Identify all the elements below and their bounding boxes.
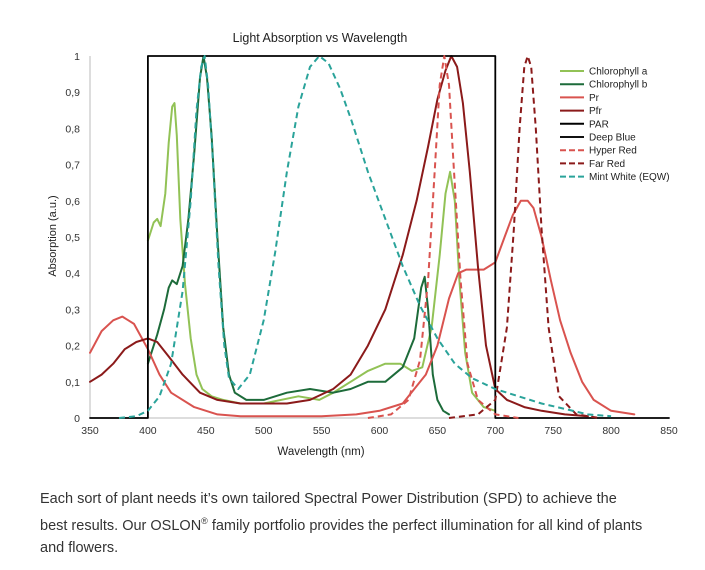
registered-mark: ® [201,516,208,526]
tick-labels: 350 400 450 500 550 600 650 700 750 800 850 0 0,1 0,2… [65,51,678,437]
series-line-hyper-red [367,55,519,419]
x-tick-label: 650 [429,425,447,437]
series-line-chlorophyll-a [146,102,497,412]
y-tick-label: 0,4 [65,268,80,280]
y-tick-label: 0,6 [65,196,80,208]
x-tick-label: 700 [487,425,505,437]
y-tick-label: 0,5 [65,232,80,244]
x-tick-label: 350 [81,425,99,437]
legend-label-pfr: Pfr [589,106,602,117]
series-line-par [89,55,670,419]
legend-label-chlorophyll-a: Chlorophyll a [589,67,648,78]
y-tick-label: 0,3 [65,304,80,316]
y-axis-title: Absorption (a.u.) [47,195,59,276]
y-tick-label: 0 [74,413,80,425]
x-axis-title: Wavelength (nm) [277,446,364,458]
legend-label-hyper-red: Hyper Red [589,146,637,157]
y-tick-label: 0,9 [65,87,80,99]
caption-line-2b: family portfolio provides the perfect il… [207,517,643,534]
caption-line-1: Each sort of plant needs it’s own tailor… [40,491,617,507]
series-lines [89,55,670,419]
series-line-pr [89,199,636,418]
absorption-chart: Light Absorption vs Wavelength Absorptio… [47,31,678,458]
x-tick-label: 800 [602,425,620,437]
legend-label-chlorophyll-b: Chlorophyll b [589,80,648,91]
series-line-chlorophyll-b [146,55,450,416]
legend-label-far-red: Far Red [589,159,625,170]
caption-line-3: and flowers. [40,539,119,556]
caption: Each sort of plant needs it’s own tailor… [40,488,680,559]
series-line-mint-white-eqw [118,55,612,419]
x-tick-label: 550 [313,425,331,437]
series-line-pfr [89,55,589,418]
legend-label-deep-blue: Deep Blue [589,133,636,144]
y-tick-label: 0,8 [65,123,80,135]
x-tick-label: 600 [371,425,389,437]
y-tick-label: 0,1 [65,377,80,389]
x-tick-label: 850 [660,425,678,437]
y-tick-label: 1 [74,51,80,63]
legend-label-par: PAR [589,119,609,130]
y-tick-label: 0,7 [65,160,80,172]
legend-label-pr: Pr [589,93,600,104]
legend: Chlorophyll a Chlorophyll b Pr Pfr PAR Deep B… [560,67,670,183]
legend-label-mint-white-eqw: Mint White (EQW) [589,172,670,183]
y-tick-label: 0,2 [65,341,80,353]
x-tick-label: 750 [544,425,562,437]
x-tick-label: 450 [197,425,215,437]
x-tick-label: 500 [255,425,273,437]
x-tick-label: 400 [139,425,157,437]
caption-line-2a: best results. Our OSLON [40,517,202,534]
chart-title: Light Absorption vs Wavelength [233,31,408,45]
